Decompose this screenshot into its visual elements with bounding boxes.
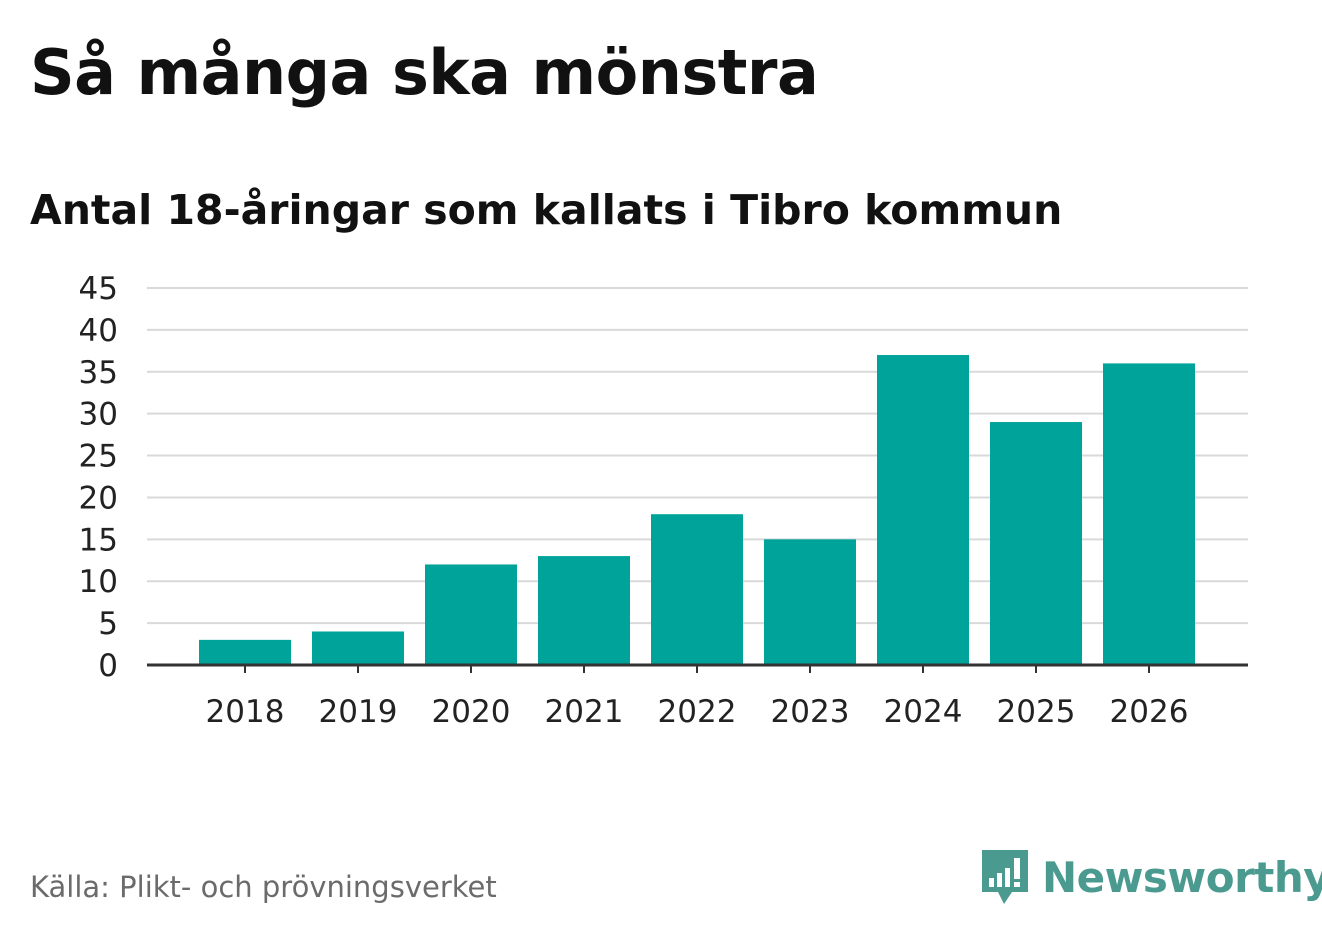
bar-2023: [764, 539, 856, 665]
y-tick-label: 15: [79, 522, 118, 558]
bar-2022: [651, 514, 743, 665]
newsworthy-logo-icon: [982, 850, 1028, 904]
bars: [199, 355, 1195, 665]
bar-2024: [877, 355, 969, 665]
brand-name: Newsworthy: [1042, 852, 1322, 902]
bar-2025: [990, 422, 1082, 665]
x-tick-label: 2025: [997, 694, 1076, 730]
chart-title: Så många ska mönstra: [30, 36, 819, 109]
y-tick-label: 30: [79, 397, 118, 433]
bar-2019: [312, 631, 404, 665]
y-tick-label: 20: [79, 480, 118, 516]
bar-2026: [1103, 363, 1195, 665]
y-tick-label: 45: [79, 271, 118, 307]
y-tick-label: 0: [98, 648, 118, 684]
bar-2021: [538, 556, 630, 665]
x-tick-label: 2026: [1110, 694, 1189, 730]
x-tick-label: 2020: [432, 694, 511, 730]
y-tick-label: 5: [98, 606, 118, 642]
source-note: Källa: Plikt- och prövningsverket: [30, 870, 497, 904]
y-tick-label: 35: [79, 355, 118, 391]
bar-2020: [425, 564, 517, 665]
x-tick-label: 2024: [884, 694, 963, 730]
bar-2018: [199, 639, 291, 665]
x-tick-label: 2018: [206, 694, 285, 730]
y-axis-ticks: 0 5 10 15 20 25 30 35 40 45: [79, 271, 118, 684]
x-tick-label: 2023: [771, 694, 850, 730]
y-tick-label: 25: [79, 439, 118, 475]
y-tick-label: 10: [79, 564, 118, 600]
brand-logo: Newsworthy: [980, 848, 1322, 906]
y-tick-label: 40: [79, 313, 118, 349]
x-tick-label: 2021: [545, 694, 624, 730]
x-tick-label: 2019: [319, 694, 398, 730]
x-tick-label: 2022: [658, 694, 737, 730]
x-axis-ticks: 2018 2019 2020 2021 2022 2023 2024 2025 2026: [206, 665, 1189, 730]
chart-subtitle: Antal 18-åringar som kallats i Tibro kom…: [30, 186, 1063, 234]
